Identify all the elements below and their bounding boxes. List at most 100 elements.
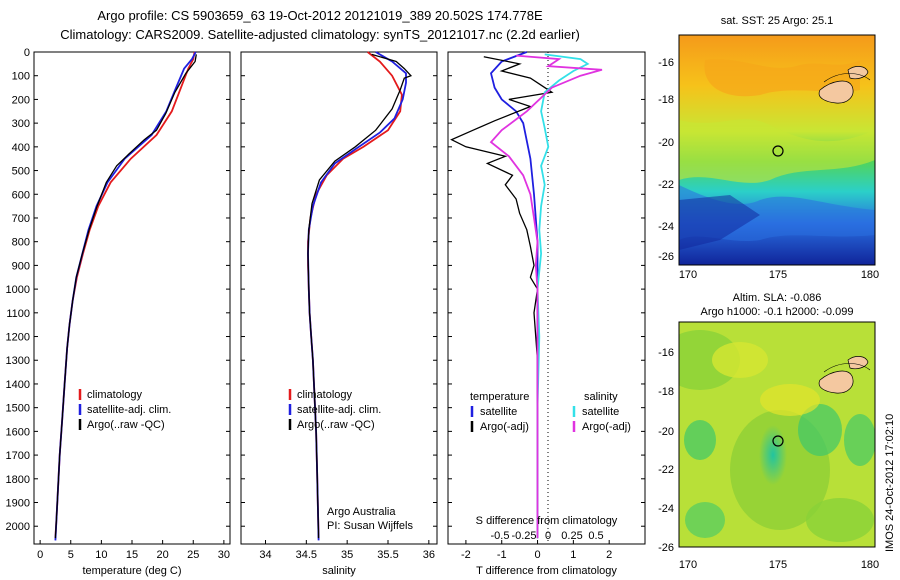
- sst-xtick: 180: [861, 269, 879, 281]
- sst-xtick: 170: [679, 269, 697, 281]
- sst-ytick: -24: [658, 221, 674, 233]
- legend-label: climatology: [87, 389, 143, 401]
- y-tick-label: 800: [12, 237, 30, 249]
- fiji-land-sla: [818, 370, 854, 394]
- x-tick-label: 35: [341, 549, 353, 561]
- sst-map: [679, 35, 875, 265]
- y-tick-label: 1900: [6, 498, 30, 510]
- sla-map-title-2: Argo h1000: -0.1 h2000: -0.099: [701, 306, 854, 318]
- series-line: [54, 51, 196, 539]
- salinity-axes: [240, 51, 438, 545]
- y-tick-label: 1000: [6, 284, 30, 296]
- sla-map: [679, 322, 875, 547]
- x-tick-label: -2: [461, 549, 471, 561]
- float-marker-sst[interactable]: [772, 145, 784, 157]
- x-tick-label: 10: [95, 549, 107, 561]
- sst-map-title: sat. SST: 25 Argo: 25.1: [721, 15, 834, 27]
- x-tick-label: -1: [497, 549, 507, 561]
- y-tick-label: 1200: [6, 332, 30, 344]
- sla-ytick: -22: [658, 464, 674, 476]
- y-tick-label: 600: [12, 189, 30, 201]
- series-line: [54, 51, 197, 541]
- x-tick-label: 15: [126, 549, 138, 561]
- x-tick-label: 35.5: [377, 549, 398, 561]
- top-axis-label: S difference from climatology: [476, 515, 618, 527]
- x-tick-label: 1: [570, 549, 576, 561]
- fiji-land-sst: [818, 80, 854, 104]
- x-tick-label: 0: [37, 549, 43, 561]
- y-tick-label: 1700: [6, 450, 30, 462]
- legend-heading: temperature: [470, 391, 529, 403]
- legend-label: satellite: [480, 406, 517, 418]
- legend-label: satellite-adj. clim.: [87, 404, 171, 416]
- sla-map-frame: [678, 321, 876, 548]
- x-tick-label: 20: [157, 549, 169, 561]
- sst-ytick: -20: [658, 137, 674, 149]
- y-tick-label: 1500: [6, 403, 30, 415]
- sla-ytick: -24: [658, 503, 674, 515]
- x-tick-label: 30: [218, 549, 230, 561]
- sst-xtick: 175: [769, 269, 787, 281]
- series-line: [450, 56, 554, 539]
- y-tick-label: 1600: [6, 426, 30, 438]
- sla-ytick: -16: [658, 347, 674, 359]
- legend-label: Argo(-adj): [582, 421, 631, 433]
- x-axis-label: salinity: [322, 565, 356, 577]
- annotation-text: PI: Susan Wijffels: [327, 520, 413, 532]
- difference-axes: [447, 51, 646, 545]
- y-tick-label: 2000: [6, 521, 30, 533]
- y-tick-label: 1400: [6, 379, 30, 391]
- x-tick-label: 34.5: [296, 549, 317, 561]
- sla-ytick: -26: [658, 542, 674, 554]
- sla-xtick: 180: [861, 559, 879, 571]
- legend-label: satellite-adj. clim.: [297, 404, 381, 416]
- annotation-text: Argo Australia: [327, 506, 396, 518]
- legend-heading: salinity: [584, 391, 618, 403]
- legend-label: climatology: [297, 389, 353, 401]
- float-marker-sla[interactable]: [772, 435, 784, 447]
- x-tick-label: 25: [187, 549, 199, 561]
- top-axis-tick-label: -0.25: [511, 530, 536, 542]
- x-tick-label: 34: [259, 549, 271, 561]
- x-tick-label: 5: [68, 549, 74, 561]
- y-tick-label: 1300: [6, 355, 30, 367]
- legend-label: Argo(-adj): [480, 421, 529, 433]
- y-tick-label: 100: [12, 71, 30, 83]
- y-tick-label: 900: [12, 260, 30, 272]
- sst-ytick: -22: [658, 179, 674, 191]
- series-line: [489, 54, 603, 539]
- sst-ytick: -26: [658, 251, 674, 263]
- x-axis-label: T difference from climatology: [476, 565, 617, 577]
- x-tick-label: 0: [534, 549, 540, 561]
- top-axis-tick-label: -0.5: [491, 530, 510, 542]
- series-line: [490, 51, 539, 539]
- x-tick-label: 2: [606, 549, 612, 561]
- y-tick-label: 200: [12, 94, 30, 106]
- sst-map-frame: [678, 34, 876, 266]
- sla-ytick: -20: [658, 426, 674, 438]
- chart-title-line2: Climatology: CARS2009. Satellite-adjuste…: [60, 27, 580, 42]
- y-tick-label: 500: [12, 166, 30, 178]
- series-line: [536, 53, 590, 539]
- y-tick-label: 300: [12, 118, 30, 130]
- sla-xtick: 175: [769, 559, 787, 571]
- top-axis-tick-label: 0.5: [588, 530, 603, 542]
- y-tick-label: 0: [24, 47, 30, 59]
- sst-ytick: -16: [658, 57, 674, 69]
- legend-label: Argo(..raw -QC): [297, 419, 375, 431]
- sla-xtick: 170: [679, 559, 697, 571]
- y-tick-label: 400: [12, 142, 30, 154]
- sst-ytick: -18: [658, 94, 674, 106]
- top-axis-tick-label: 0: [545, 530, 551, 542]
- x-axis-label: temperature (deg C): [82, 565, 181, 577]
- x-tick-label: 36: [423, 549, 435, 561]
- series-line: [307, 53, 413, 539]
- sla-map-title-1: Altim. SLA: -0.086: [733, 292, 822, 304]
- series-line: [54, 54, 197, 539]
- top-axis-tick-label: 0.25: [561, 530, 582, 542]
- chart-title-line1: Argo profile: CS 5903659_63 19-Oct-2012 …: [97, 8, 543, 23]
- temperature-axes: [33, 51, 231, 545]
- y-tick-label: 1100: [6, 308, 30, 320]
- imos-timestamp: IMOS 24-Oct-2012 17:02:10: [884, 413, 896, 552]
